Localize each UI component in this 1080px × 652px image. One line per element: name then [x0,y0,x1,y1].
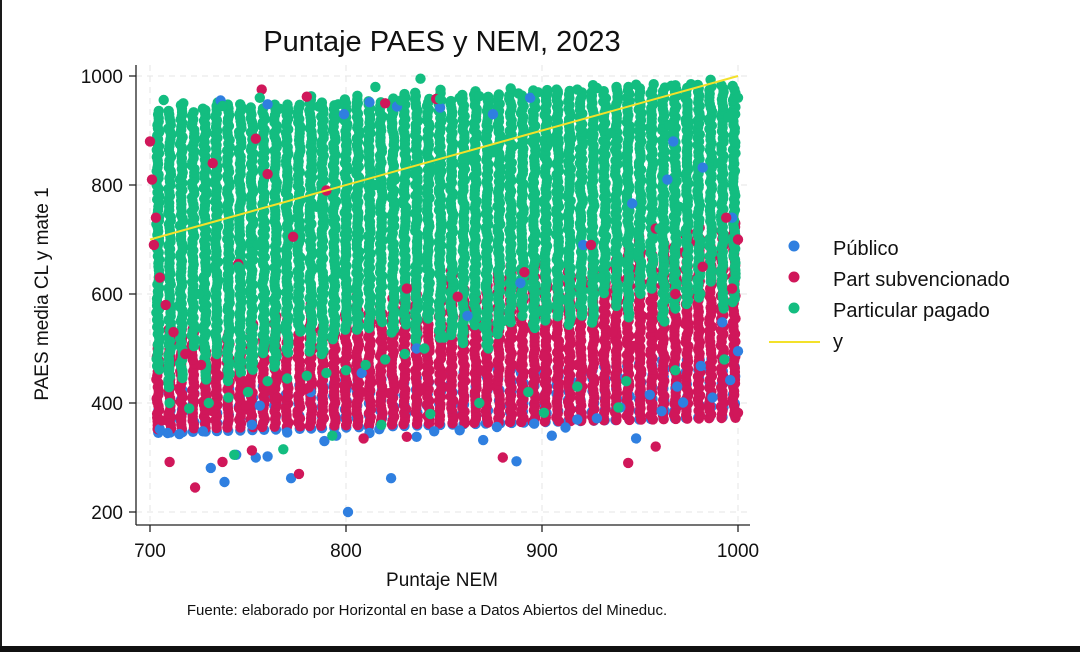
point-particular-pagado [483,91,494,103]
point-particular-pagado [245,102,256,113]
point-particular-pagado [410,87,421,99]
point-particular-pagado [435,84,446,96]
series-layer [144,73,744,518]
chart-title: Puntaje PAES y NEM, 2023 [263,26,620,58]
point-particular-pagado [163,105,174,117]
point-particular-pagado [542,84,553,96]
point-particular-pagado [188,107,199,118]
point-particular-pagado [153,105,164,117]
